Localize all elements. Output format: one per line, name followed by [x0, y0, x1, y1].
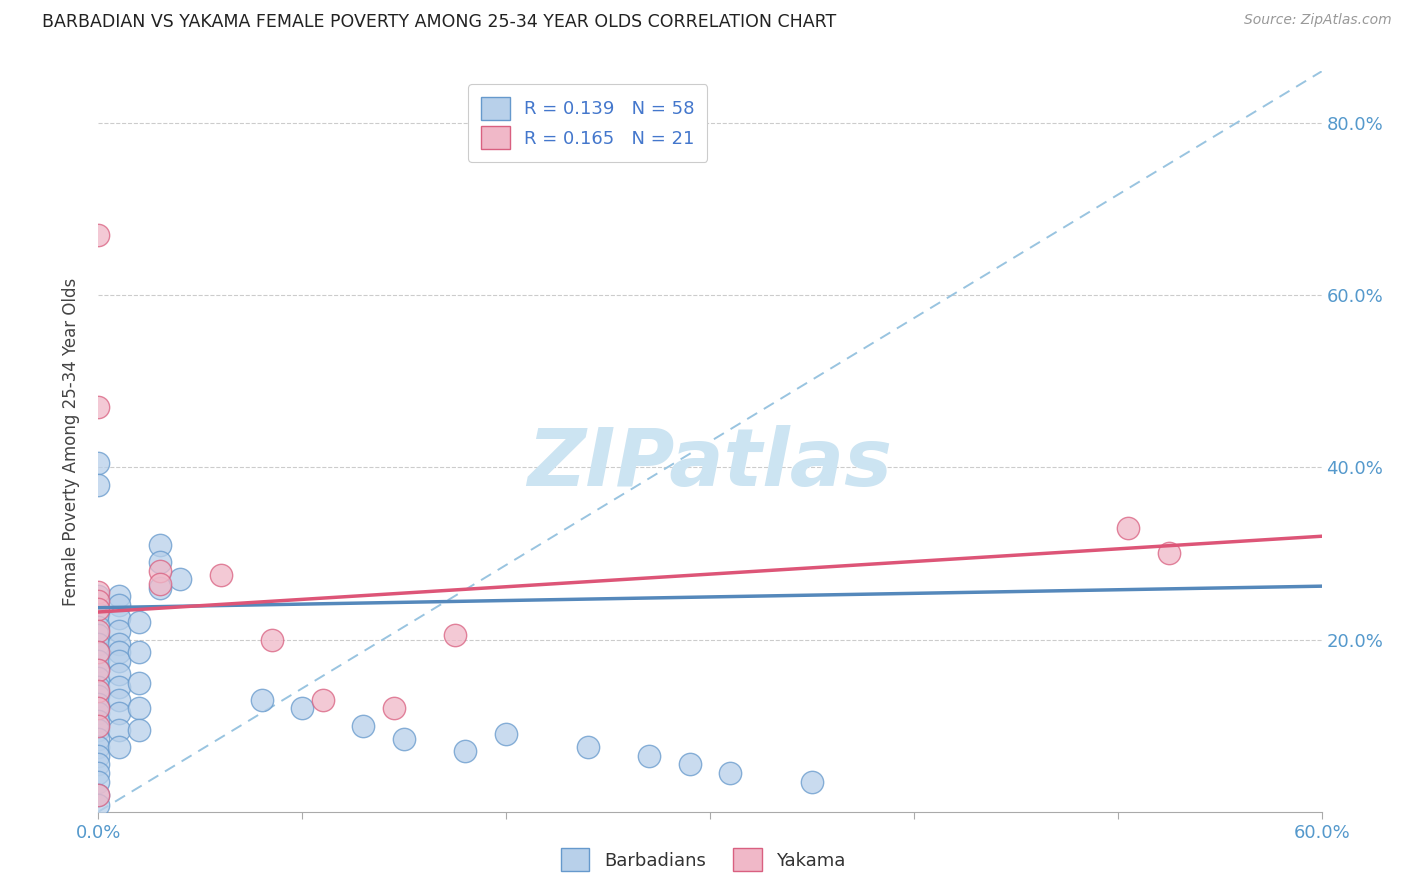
Point [87, 774, 110, 789]
Point [108, 611, 131, 625]
Point [87, 689, 110, 703]
Point [312, 693, 335, 707]
Point [128, 701, 150, 715]
Point [87, 788, 110, 802]
Point [149, 581, 172, 595]
Point [87, 797, 110, 812]
Point [87, 714, 110, 729]
Point [454, 744, 477, 758]
Point [128, 723, 150, 737]
Point [108, 680, 131, 694]
Point [444, 628, 467, 642]
Point [87, 456, 110, 470]
Legend: R = 0.139   N = 58, R = 0.165   N = 21: R = 0.139 N = 58, R = 0.165 N = 21 [468, 84, 707, 162]
Point [108, 723, 131, 737]
Point [149, 555, 172, 569]
Y-axis label: Female Poverty Among 25-34 Year Olds: Female Poverty Among 25-34 Year Olds [62, 277, 80, 606]
Point [87, 706, 110, 720]
Point [108, 598, 131, 612]
Point [87, 697, 110, 711]
Point [87, 731, 110, 746]
Point [87, 645, 110, 659]
Point [352, 718, 374, 732]
Point [1116, 521, 1139, 535]
Point [87, 227, 110, 242]
Point [149, 538, 172, 552]
Point [87, 602, 110, 616]
Point [87, 607, 110, 621]
Point [87, 624, 110, 638]
Point [128, 615, 150, 630]
Point [149, 576, 172, 591]
Point [108, 667, 131, 681]
Point [87, 748, 110, 763]
Point [87, 766, 110, 780]
Point [87, 788, 110, 802]
Point [87, 718, 110, 732]
Point [291, 701, 314, 715]
Point [87, 663, 110, 677]
Point [87, 645, 110, 659]
Point [638, 748, 661, 763]
Point [801, 774, 824, 789]
Text: Source: ZipAtlas.com: Source: ZipAtlas.com [1244, 13, 1392, 28]
Point [392, 731, 416, 746]
Point [87, 400, 110, 414]
Point [679, 757, 702, 772]
Point [108, 637, 131, 651]
Legend: Barbadians, Yakama: Barbadians, Yakama [554, 841, 852, 879]
Point [87, 594, 110, 608]
Point [108, 654, 131, 668]
Point [260, 632, 283, 647]
Point [108, 645, 131, 659]
Point [250, 693, 273, 707]
Point [87, 590, 110, 604]
Point [1157, 546, 1180, 560]
Point [87, 654, 110, 668]
Point [576, 740, 599, 755]
Point [149, 564, 172, 578]
Point [87, 684, 110, 698]
Point [108, 624, 131, 638]
Point [128, 645, 150, 659]
Point [108, 693, 131, 707]
Point [87, 680, 110, 694]
Point [209, 568, 232, 582]
Point [87, 585, 110, 599]
Point [382, 701, 405, 715]
Point [108, 740, 131, 755]
Text: BARBADIAN VS YAKAMA FEMALE POVERTY AMONG 25-34 YEAR OLDS CORRELATION CHART: BARBADIAN VS YAKAMA FEMALE POVERTY AMONG… [42, 13, 837, 31]
Point [87, 701, 110, 715]
Point [87, 619, 110, 633]
Point [720, 766, 742, 780]
Point [87, 723, 110, 737]
Text: ZIPatlas: ZIPatlas [527, 425, 893, 503]
Point [87, 637, 110, 651]
Point [108, 706, 131, 720]
Point [87, 628, 110, 642]
Point [495, 727, 517, 741]
Point [108, 590, 131, 604]
Point [87, 663, 110, 677]
Point [87, 671, 110, 685]
Point [128, 675, 150, 690]
Point [87, 477, 110, 491]
Point [87, 757, 110, 772]
Point [87, 740, 110, 755]
Point [169, 572, 191, 586]
